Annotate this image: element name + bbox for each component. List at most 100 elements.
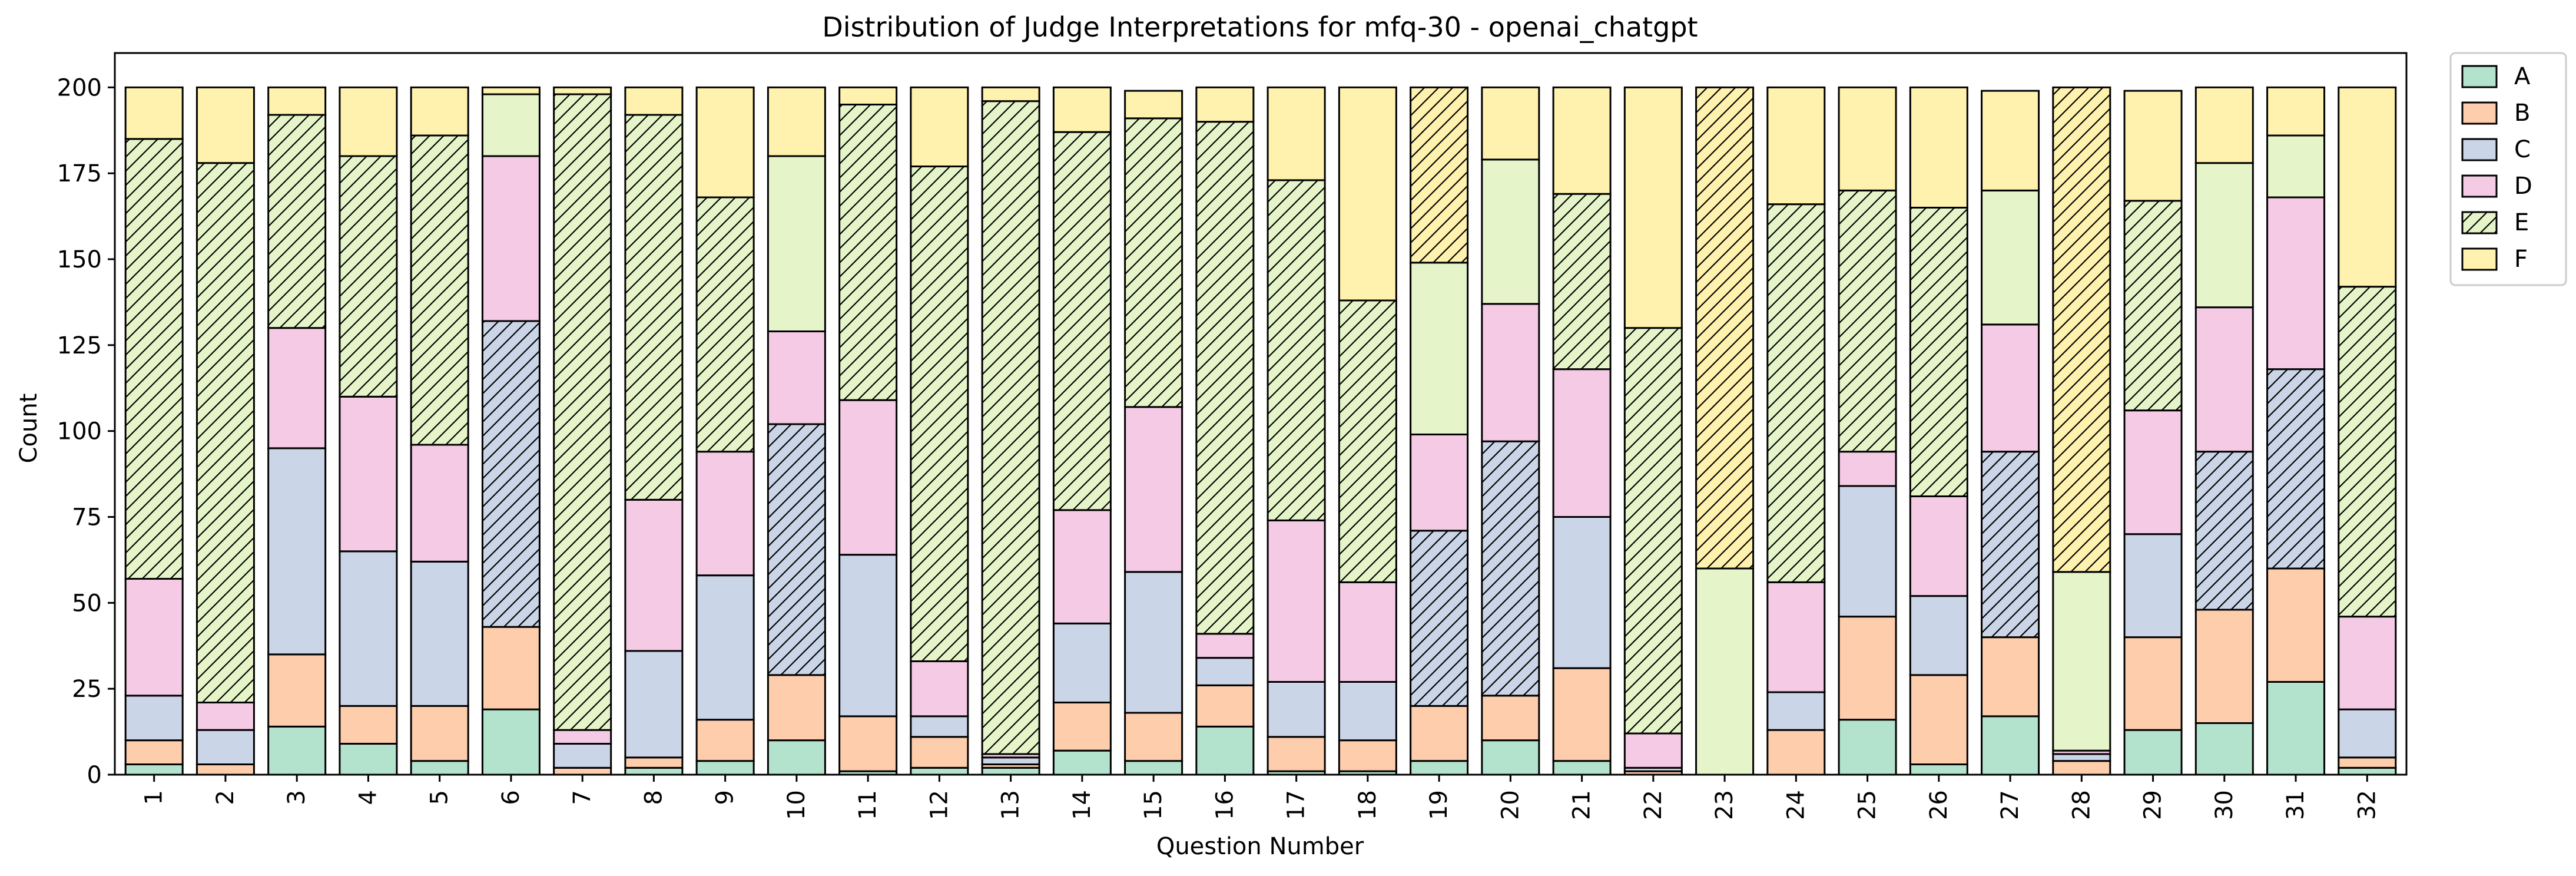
chart-title: Distribution of Judge Interpretations fo… xyxy=(822,11,1698,43)
bar-segment-f-q32 xyxy=(2338,86,2397,288)
bar-segment-f-q26 xyxy=(1909,86,1968,209)
bar-segment-f-q12 xyxy=(910,86,969,167)
bar-segment-d-q29 xyxy=(2123,409,2183,535)
bar-segment-a-q1 xyxy=(124,763,184,776)
bar-segment-d-q2 xyxy=(195,702,255,731)
bar-segment-b-q6 xyxy=(481,626,541,710)
x-tick-label: 4 xyxy=(354,790,382,805)
x-tick-label: 25 xyxy=(1854,790,1881,820)
bar-segment-b-q20 xyxy=(1481,695,1540,742)
bar-segment-c-q26 xyxy=(1909,595,1968,676)
bar-segment-d-q17 xyxy=(1267,519,1326,683)
bar-segment-d-q16 xyxy=(1195,633,1255,659)
bar-segment-b-q26 xyxy=(1909,674,1968,766)
bar-segment-c-q8 xyxy=(624,650,684,759)
bar-segment-a-q31 xyxy=(2266,681,2326,776)
bar-segment-d-q7 xyxy=(553,729,612,745)
bar-segment-c-q5 xyxy=(410,560,469,707)
bar-hatch-e-q24 xyxy=(1767,204,1825,583)
bar-hatch-e-q21 xyxy=(1553,194,1611,369)
bar-hatch-e-q7 xyxy=(553,94,611,730)
x-tick-label: 20 xyxy=(1497,790,1524,820)
bar-segment-c-q15 xyxy=(1124,571,1183,714)
bar-segment-f-q8 xyxy=(624,86,684,116)
y-tick-label: 25 xyxy=(72,676,102,703)
bar-segment-f-q3 xyxy=(267,86,327,116)
bar-segment-d-q32 xyxy=(2338,616,2397,710)
bar-segment-d-q10 xyxy=(767,330,826,425)
bar-segment-d-q5 xyxy=(410,444,469,563)
bar-segment-b-q30 xyxy=(2194,609,2254,724)
bar-segment-d-q14 xyxy=(1052,509,1112,624)
bar-segment-f-q4 xyxy=(339,86,398,157)
bar-segment-d-q6 xyxy=(481,155,541,322)
bar-segment-a-q20 xyxy=(1481,739,1540,776)
x-tick-label: 30 xyxy=(2211,790,2238,820)
x-tick-label: 17 xyxy=(1283,790,1310,820)
bar-segment-e-q27 xyxy=(1981,189,2040,326)
bar-segment-d-q22 xyxy=(1623,732,1683,769)
legend-label-c: C xyxy=(2514,136,2531,163)
bar-segment-b-q18 xyxy=(1338,739,1397,772)
bar-hatch-e-q2 xyxy=(197,163,254,703)
bar-hatch-e-q22 xyxy=(1624,328,1682,733)
bar-segment-b-q32 xyxy=(2338,756,2397,769)
legend-swatch-a xyxy=(2461,65,2498,88)
bar-segment-c-q16 xyxy=(1195,657,1255,686)
bar-segment-f-q5 xyxy=(410,86,469,137)
legend-swatch-c xyxy=(2461,138,2498,161)
bar-segment-f-q25 xyxy=(1838,86,1897,191)
y-tick-label: 125 xyxy=(57,332,102,359)
bar-hatch-e-q32 xyxy=(2338,286,2396,617)
y-tick-label: 75 xyxy=(72,504,102,531)
legend-swatch-d xyxy=(2461,174,2498,198)
legend-swatch-hatch-e xyxy=(2462,212,2497,233)
bar-segment-c-q7 xyxy=(553,743,612,769)
bar-hatch-c-q10 xyxy=(768,424,825,675)
bar-segment-f-q31 xyxy=(2266,86,2326,137)
bar-segment-e-q31 xyxy=(2266,134,2326,199)
x-tick-label: 21 xyxy=(1569,790,1596,820)
x-tick-label: 12 xyxy=(926,790,953,820)
bar-hatch-e-q16 xyxy=(1196,121,1254,634)
x-tick-label: 5 xyxy=(426,790,453,805)
legend-swatch-f xyxy=(2461,247,2498,271)
bar-hatch-e-q11 xyxy=(839,104,897,401)
bar-segment-a-q12 xyxy=(910,766,969,776)
bar-segment-b-q28 xyxy=(2052,760,2111,776)
bar-segment-a-q4 xyxy=(339,743,398,776)
bar-segment-b-q3 xyxy=(267,653,327,728)
bar-hatch-e-q29 xyxy=(2124,200,2182,411)
y-tick-label: 0 xyxy=(87,762,102,789)
bar-segment-a-q3 xyxy=(267,725,327,776)
x-tick-label: 29 xyxy=(2140,790,2167,820)
x-tick-label: 15 xyxy=(1140,790,1167,820)
bar-segment-f-q27 xyxy=(1981,90,2040,191)
bar-segment-e-q10 xyxy=(767,155,826,332)
bar-segment-b-q10 xyxy=(767,674,826,742)
bar-segment-b-q15 xyxy=(1124,712,1183,762)
bar-segment-f-q17 xyxy=(1267,86,1326,181)
x-tick-label: 2 xyxy=(212,790,239,805)
x-tick-label: 26 xyxy=(1925,790,1952,820)
bar-segment-c-q14 xyxy=(1052,622,1112,704)
bar-segment-d-q30 xyxy=(2194,306,2254,453)
x-tick-label: 32 xyxy=(2353,790,2381,820)
bar-segment-b-q11 xyxy=(838,715,898,772)
bar-hatch-e-q26 xyxy=(1910,207,1968,497)
x-tick-label: 9 xyxy=(712,790,739,805)
bar-hatch-e-q14 xyxy=(1053,132,1111,510)
y-tick-label: 150 xyxy=(57,246,102,273)
bar-segment-b-q29 xyxy=(2123,636,2183,731)
x-tick-label: 11 xyxy=(854,790,881,820)
bar-hatch-e-q4 xyxy=(339,156,397,397)
bar-segment-f-q6 xyxy=(481,86,541,95)
bar-segment-b-q1 xyxy=(124,739,184,765)
bar-segment-d-q25 xyxy=(1838,451,1897,487)
bar-segment-a-q25 xyxy=(1838,719,1897,776)
bar-segment-f-q20 xyxy=(1481,86,1540,161)
bar-segment-a-q6 xyxy=(481,708,541,776)
x-tick-label: 31 xyxy=(2282,790,2309,820)
bar-segment-b-q21 xyxy=(1552,667,1612,762)
